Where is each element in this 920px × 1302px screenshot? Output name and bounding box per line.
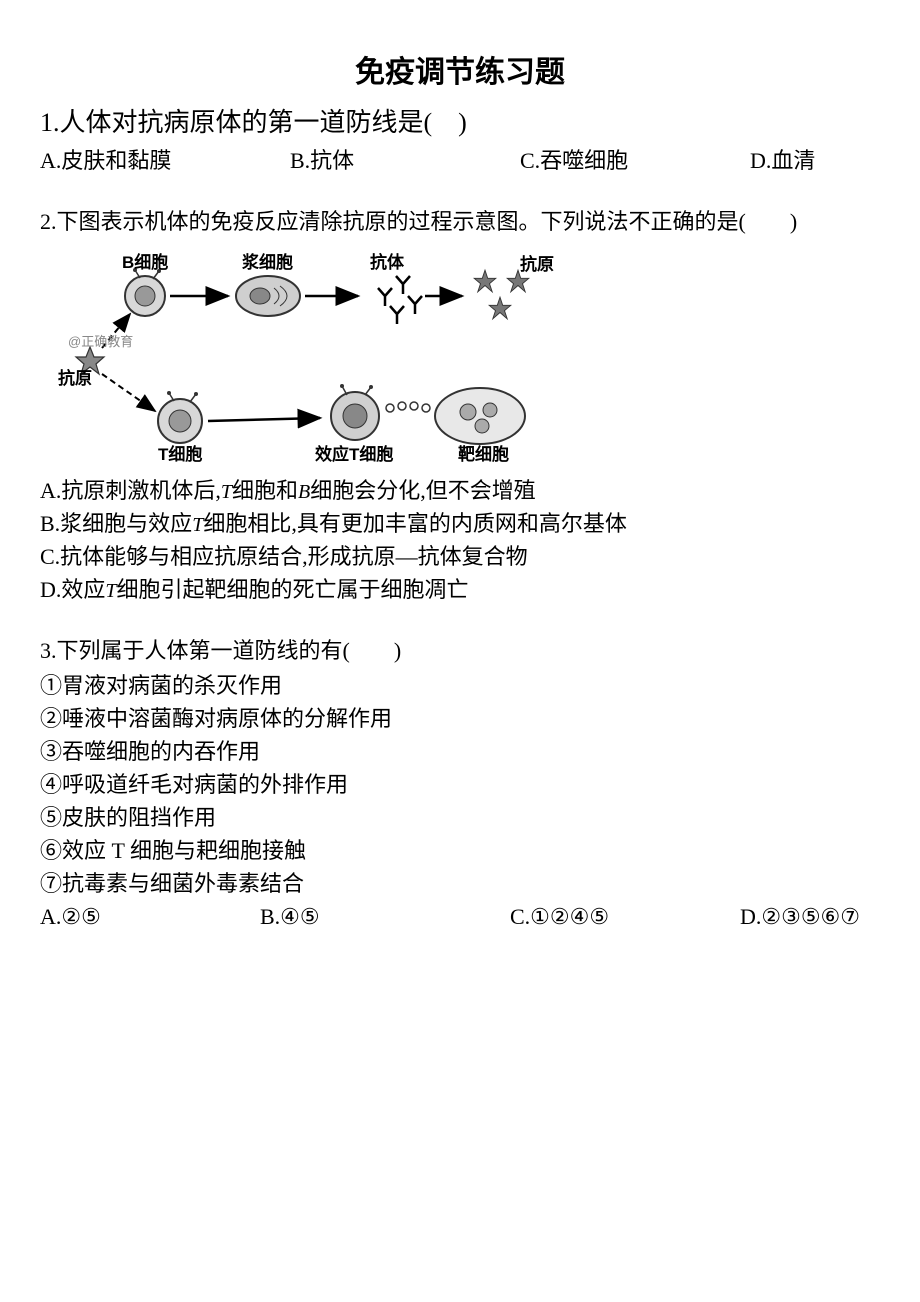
q2-opt-c: C.抗体能够与相应抗原结合,形成抗原—抗体复合物 [40, 540, 880, 573]
q2-opt-a: A.抗原刺激机体后,T细胞和B细胞会分化,但不会增殖 [40, 474, 880, 507]
q3-stem: 3.下列属于人体第一道防线的有( ) [40, 634, 880, 667]
label-tcell: T细胞 [158, 442, 202, 468]
q3-opt-b: B.④⑤ [260, 900, 510, 933]
q3-opt-c: C.①②④⑤ [510, 900, 740, 933]
q3-item-4: ④呼吸道纤毛对病菌的外排作用 [40, 768, 880, 801]
q1-options: A.皮肤和黏膜 B.抗体 C.吞噬细胞 D.血清 [40, 144, 880, 177]
q3-item-7: ⑦抗毒素与细菌外毒素结合 [40, 867, 880, 900]
q2-d-pre: D.效应 [40, 577, 105, 602]
q2-opt-d: D.效应T细胞引起靶细胞的死亡属于细胞凋亡 [40, 573, 880, 606]
page-title: 免疫调节练习题 [40, 50, 880, 95]
q2-a-t: T [221, 481, 232, 503]
q2-b-t: T [192, 514, 203, 536]
q2-a-pre: A.抗原刺激机体后, [40, 478, 221, 503]
q2-b-pre: B.浆细胞与效应 [40, 511, 192, 536]
label-antigen-left: 抗原 [58, 366, 92, 392]
q1-opt-c: C.吞噬细胞 [520, 144, 750, 177]
q2-d-post: 细胞引起靶细胞的死亡属于细胞凋亡 [117, 577, 469, 602]
q2-a-post: 细胞会分化,但不会增殖 [310, 478, 536, 503]
q2-d-t: T [105, 580, 116, 602]
label-effector-t: 效应T细胞 [315, 442, 393, 468]
q2-opt-b: B.浆细胞与效应T细胞相比,具有更加丰富的内质网和高尔基体 [40, 507, 880, 540]
q3-item-5: ⑤皮肤的阻挡作用 [40, 801, 880, 834]
q3-item-1: ①胃液对病菌的杀灭作用 [40, 669, 880, 702]
label-target: 靶细胞 [458, 442, 509, 468]
q2-a-b: B [298, 481, 310, 503]
label-antibody: 抗体 [370, 250, 404, 276]
q3-opt-a: A.②⑤ [40, 900, 260, 933]
immune-diagram-svg [50, 246, 590, 466]
q1-opt-b: B.抗体 [290, 144, 520, 177]
q3-options: A.②⑤ B.④⑤ C.①②④⑤ D.②③⑤⑥⑦ [40, 900, 880, 933]
q3-item-6: ⑥效应 T 细胞与耙细胞接触 [40, 834, 880, 867]
q3-item-2: ②唾液中溶菌酶对病原体的分解作用 [40, 702, 880, 735]
q2-b-post: 细胞相比,具有更加丰富的内质网和高尔基体 [203, 511, 627, 536]
question-3: 3.下列属于人体第一道防线的有( ) ①胃液对病菌的杀灭作用 ②唾液中溶菌酶对病… [40, 634, 880, 933]
watermark: @正确教育 [68, 332, 133, 352]
q2-stem: 2.下图表示机体的免疫反应清除抗原的过程示意图。下列说法不正确的是( ) [40, 205, 880, 238]
label-bcell: B细胞 [122, 250, 168, 276]
q1-stem: 1.人体对抗病原体的第一道防线是( ) [40, 103, 880, 142]
q2-diagram: B细胞 浆细胞 抗体 抗原 抗原 T细胞 效应T细胞 靶细胞 @正确教育 [50, 246, 590, 466]
label-antigen-top: 抗原 [520, 252, 554, 278]
q3-opt-d: D.②③⑤⑥⑦ [740, 900, 860, 933]
label-plasma: 浆细胞 [242, 250, 293, 276]
q1-opt-d: D.血清 [750, 144, 815, 177]
q3-item-3: ③吞噬细胞的内吞作用 [40, 735, 880, 768]
question-1: 1.人体对抗病原体的第一道防线是( ) A.皮肤和黏膜 B.抗体 C.吞噬细胞 … [40, 103, 880, 177]
q1-opt-a: A.皮肤和黏膜 [40, 144, 290, 177]
question-2: 2.下图表示机体的免疫反应清除抗原的过程示意图。下列说法不正确的是( ) [40, 205, 880, 606]
q2-a-mid: 细胞和 [232, 478, 298, 503]
